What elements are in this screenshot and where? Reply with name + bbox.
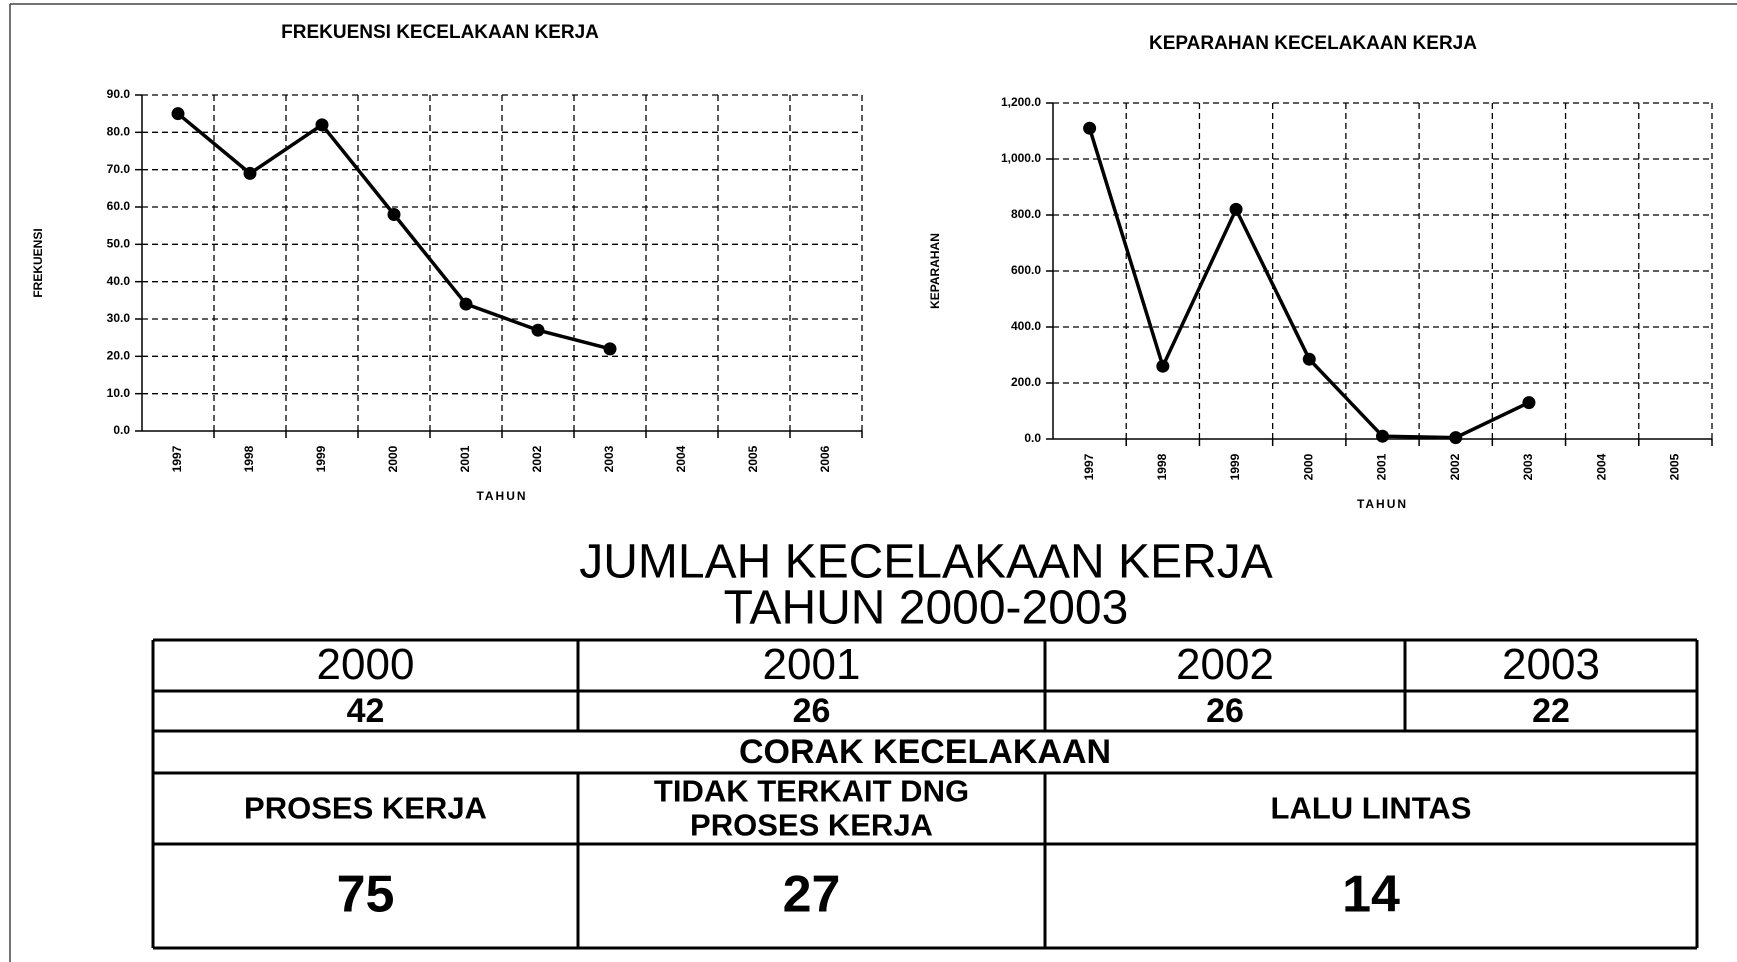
data-point (1156, 359, 1170, 373)
data-point (1522, 396, 1536, 410)
y-tick-label: 10.0 (107, 386, 131, 400)
year-cell: 2000 (317, 640, 415, 689)
data-point (1302, 352, 1316, 366)
chart-title: FREKUENSI KECELAKAAN KERJA (281, 22, 599, 43)
data-point (1449, 431, 1463, 445)
x-tick-label: 2006 (818, 445, 832, 472)
x-tick-label: 2000 (1301, 453, 1315, 480)
x-tick-label: 2004 (1594, 453, 1608, 480)
y-tick-label: 90.0 (107, 87, 131, 101)
x-tick-label: 1999 (1228, 453, 1242, 480)
x-tick-label: 2004 (674, 445, 688, 472)
x-tick-label: 2002 (1448, 453, 1462, 480)
y-tick-label: 20.0 (107, 349, 131, 363)
y-tick-label: 1,000.0 (1001, 151, 1041, 165)
y-tick-label: 0.0 (113, 423, 130, 437)
y-tick-label: 50.0 (107, 237, 131, 251)
type-value-cell: 27 (783, 866, 841, 924)
year-cell: 2003 (1502, 640, 1600, 689)
count-cell: 26 (793, 692, 831, 730)
x-tick-label: 2005 (1668, 453, 1682, 480)
y-tick-label: 60.0 (107, 199, 131, 213)
table-subtitle: TAHUN 2000-2003 (724, 582, 1129, 635)
x-tick-label: 1999 (314, 445, 328, 472)
x-axis-label: TAHUN (1357, 497, 1408, 511)
y-tick-label: 40.0 (107, 274, 131, 288)
data-point (387, 207, 401, 221)
x-tick-label: 2000 (386, 445, 400, 472)
x-tick-label: 1997 (170, 445, 184, 472)
x-tick-label: 1997 (1082, 453, 1096, 480)
type-cell: LALU LINTAS (1271, 791, 1472, 826)
data-point (171, 107, 185, 121)
y-tick-label: 200.0 (1011, 375, 1041, 389)
y-tick-label: 0.0 (1024, 431, 1041, 445)
y-tick-label: 600.0 (1011, 263, 1041, 277)
x-tick-label: 2003 (1521, 453, 1535, 480)
y-tick-label: 30.0 (107, 311, 131, 325)
data-point (1229, 202, 1243, 216)
y-tick-label: 70.0 (107, 162, 131, 176)
type-value-cell: 14 (1342, 866, 1400, 924)
y-tick-label: 400.0 (1011, 319, 1041, 333)
x-tick-label: 1998 (1155, 453, 1169, 480)
year-cell: 2001 (763, 640, 861, 689)
data-point (459, 297, 473, 311)
y-tick-label: 1,200.0 (1001, 95, 1041, 109)
x-tick-label: 2001 (458, 445, 472, 472)
data-point (243, 166, 257, 180)
x-tick-label: 2003 (602, 445, 616, 472)
x-tick-label: 2001 (1375, 453, 1389, 480)
year-cell: 2002 (1176, 640, 1274, 689)
y-axis-label: FREKUENSI (31, 228, 45, 297)
count-cell: 22 (1532, 692, 1570, 730)
type-value-cell: 75 (337, 866, 395, 924)
data-point (1083, 121, 1097, 135)
x-axis-label: TAHUN (476, 489, 527, 503)
data-point (603, 342, 617, 356)
type-cell: PROSES KERJA (690, 808, 933, 843)
y-tick-label: 80.0 (107, 125, 131, 139)
count-cell: 26 (1206, 692, 1244, 730)
chart-title: KEPARAHAN KECELAKAAN KERJA (1149, 33, 1477, 54)
section-header: CORAK KECELAKAAN (739, 733, 1111, 771)
data-point (315, 118, 329, 132)
data-point (1376, 429, 1389, 443)
table-title: JUMLAH KECELAKAAN KERJA (579, 536, 1273, 589)
x-tick-label: 2005 (746, 445, 760, 472)
x-tick-label: 2002 (530, 445, 544, 472)
count-cell: 42 (347, 692, 385, 730)
y-tick-label: 800.0 (1011, 207, 1041, 221)
y-axis-label: KEPARAHAN (928, 233, 942, 309)
type-cell: PROSES KERJA (244, 791, 487, 826)
type-cell: TIDAK TERKAIT DNG (654, 774, 969, 809)
x-tick-label: 1998 (242, 445, 256, 472)
data-point (531, 323, 545, 337)
